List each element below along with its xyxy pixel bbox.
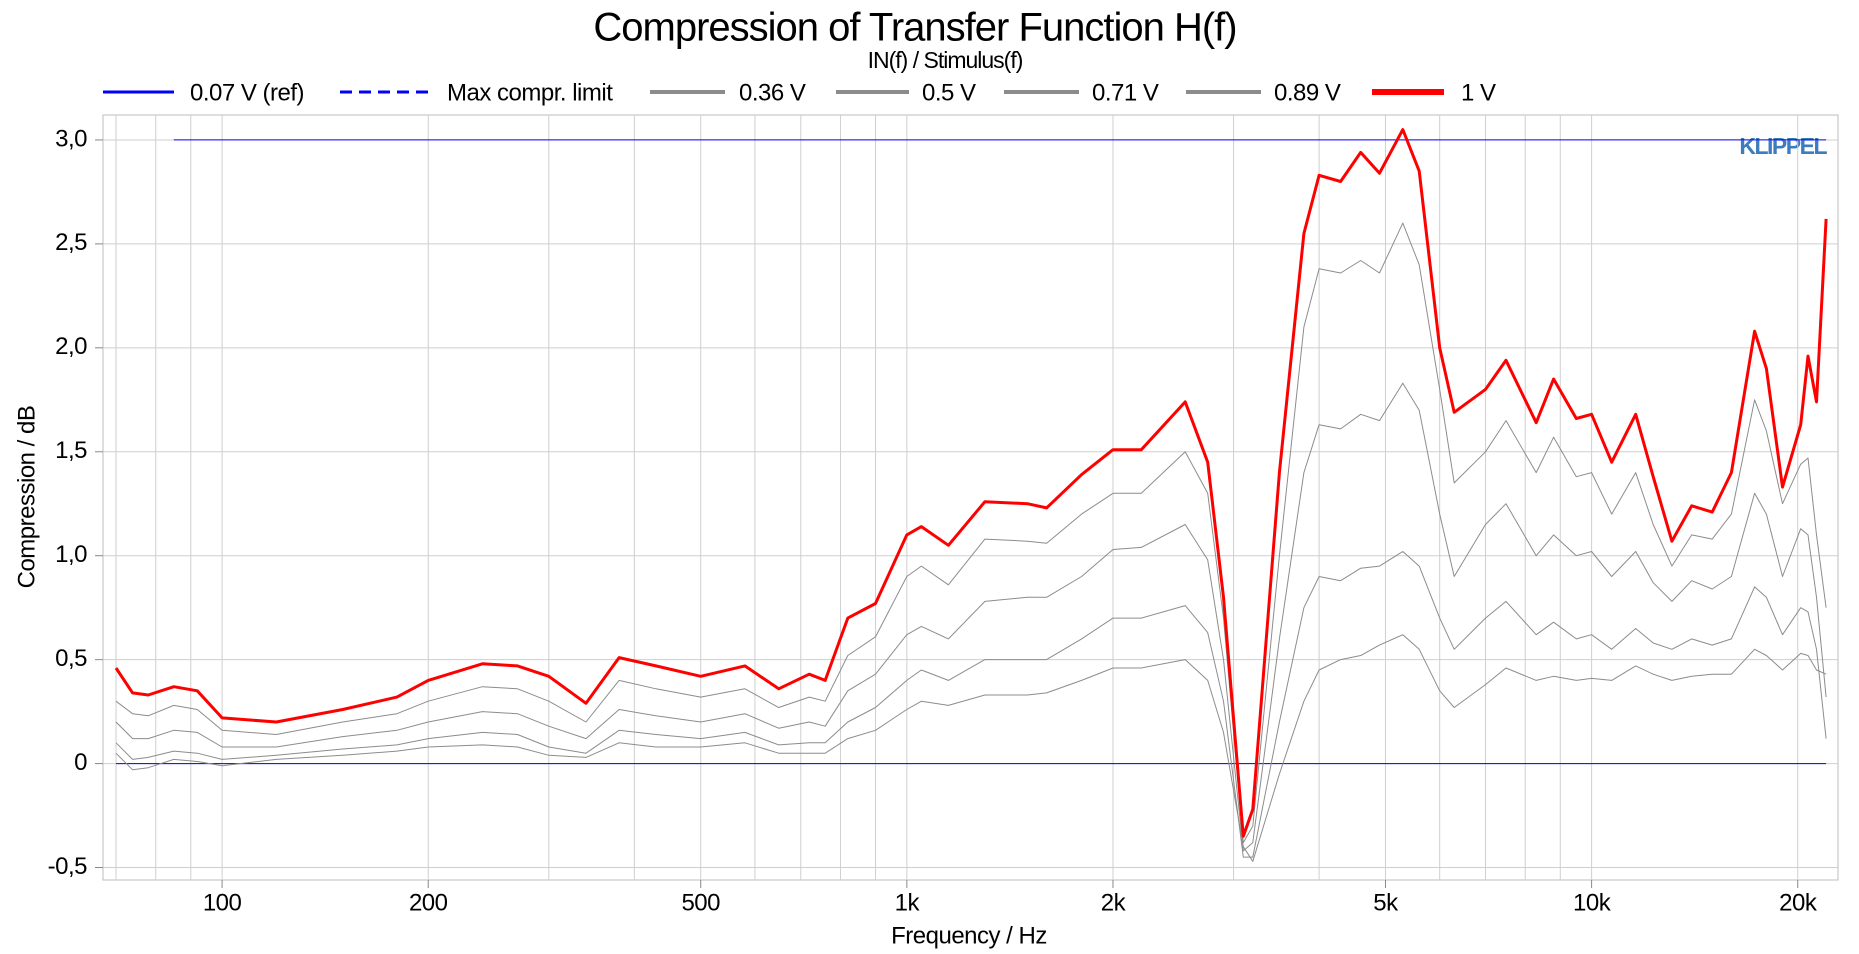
y-tick-label: 3,0 <box>55 125 87 152</box>
y-tick-label: -0,5 <box>48 853 88 880</box>
series-line <box>115 634 1827 862</box>
x-tick-label: 5k <box>1373 889 1399 916</box>
x-tick-label: 500 <box>681 889 720 916</box>
series-line <box>115 551 1827 858</box>
legend-label: 0.89 V <box>1274 79 1341 106</box>
legend-label: 1 V <box>1461 79 1496 106</box>
legend-label: 0.5 V <box>922 79 976 106</box>
plot-frame <box>102 114 1839 881</box>
series-line <box>115 222 1827 844</box>
x-tick-label: 100 <box>203 889 242 916</box>
series-line <box>115 382 1827 852</box>
y-tick-label: 0,5 <box>55 645 87 672</box>
x-axis-label: Frequency / Hz <box>891 922 1047 949</box>
x-tick-label: 200 <box>409 889 448 916</box>
logo-annotation: KLIPPEL <box>1739 133 1827 159</box>
legend-label: Max compr. limit <box>447 79 613 106</box>
legend-label: 0.71 V <box>1092 79 1159 106</box>
x-tick-label: 10k <box>1573 889 1612 916</box>
legend-label: 0.07 V (ref) <box>190 79 304 106</box>
legend-label: 0.36 V <box>739 79 806 106</box>
chart-title: Compression of Transfer Function H(f) <box>593 6 1236 50</box>
y-tick-label: 2,5 <box>55 229 87 256</box>
y-tick-label: 0 <box>74 749 87 776</box>
x-tick-label: 1k <box>895 889 921 916</box>
y-tick-label: 1,5 <box>55 437 87 464</box>
chart-subtitle: IN(f) / Stimulus(f) <box>868 47 1023 73</box>
y-axis-label: Compression / dB <box>13 406 40 589</box>
series-line <box>114 128 1828 838</box>
x-tick-label: 20k <box>1779 889 1818 916</box>
y-tick-label: 2,0 <box>55 333 87 360</box>
y-tick-label: 1,0 <box>55 541 87 568</box>
x-tick-label: 2k <box>1101 889 1127 916</box>
